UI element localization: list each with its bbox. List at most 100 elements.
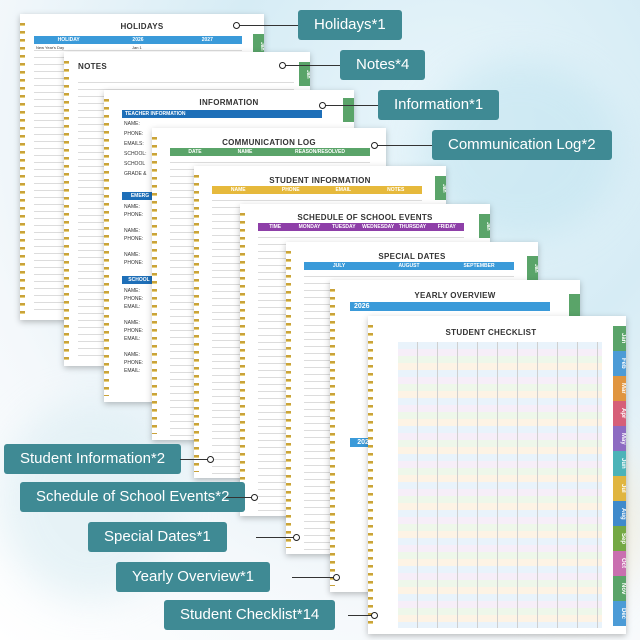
spiral-binding	[20, 20, 25, 314]
page-title: NOTES	[78, 62, 108, 71]
month-tab[interactable]: Sep	[613, 526, 626, 551]
section-header: TEACHER INFORMATION	[122, 110, 322, 118]
form-label: EMAIL:	[124, 368, 141, 374]
page-title: SCHEDULE OF SCHOOL EVENTS	[297, 213, 433, 222]
spiral-binding	[104, 96, 109, 396]
connector-line	[256, 537, 296, 538]
callout-student-information: Student Information*2	[4, 444, 182, 474]
callout-student-checklist: Student Checklist*14	[164, 600, 336, 630]
callout-dot	[207, 456, 214, 463]
callout-dot	[293, 534, 300, 541]
table-header: DATE NAME REASON/RESOLVED	[170, 148, 370, 156]
column-header: FRIDAY	[437, 224, 456, 230]
form-label: SCHOOL:	[124, 151, 147, 157]
table-header: HOLIDAY 2026 2027	[34, 36, 242, 44]
month-tab[interactable]: Jan	[613, 326, 626, 351]
form-label: NAME:	[124, 228, 140, 234]
month-tab[interactable]: Apr	[613, 401, 626, 426]
column-header: 2027	[201, 37, 213, 43]
column-header: WEDNESDAY	[362, 224, 395, 230]
page-title: SPECIAL DATES	[378, 252, 446, 261]
callout-dot	[371, 612, 378, 619]
month-tab: Jan	[253, 34, 264, 58]
column-header: AUGUST	[398, 263, 420, 269]
connector-line	[376, 145, 432, 146]
column-header: HOLIDAY	[57, 37, 80, 43]
column-header: TUESDAY	[332, 224, 356, 230]
form-label: NAME:	[124, 320, 140, 326]
spiral-binding	[368, 322, 373, 628]
page-title: COMMUNICATION LOG	[222, 138, 316, 147]
form-label: GRADE &	[124, 171, 147, 177]
month-tab	[569, 294, 580, 318]
month-tab[interactable]: Dec	[613, 601, 626, 626]
column-header: NAME	[237, 149, 253, 155]
callout-communication-log: Communication Log*2	[432, 130, 612, 160]
form-label: PHONE:	[124, 328, 144, 334]
form-label: EMAIL:	[124, 304, 141, 310]
table-header: NAME PHONE EMAIL NOTES	[212, 186, 422, 194]
column-header: THURSDAY	[398, 224, 427, 230]
form-label: PHONE:	[124, 131, 144, 137]
section-header: SCHOOL	[122, 276, 156, 284]
form-label: NAME:	[124, 204, 140, 210]
connector-line	[292, 577, 336, 578]
form-label: PHONE:	[124, 296, 144, 302]
month-tab[interactable]: Nov	[613, 576, 626, 601]
spiral-binding	[240, 210, 245, 510]
month-tab[interactable]: Mar	[613, 376, 626, 401]
month-tab[interactable]: May	[613, 426, 626, 451]
form-label: NAME:	[124, 288, 140, 294]
form-label: EMAIL:	[124, 336, 141, 342]
callout-special-dates: Special Dates*1	[88, 522, 227, 552]
form-label: SCHOOL	[124, 161, 146, 167]
page-title: YEARLY OVERVIEW	[414, 291, 496, 300]
callout-yearly-overview: Yearly Overview*1	[116, 562, 270, 592]
connector-line	[324, 105, 378, 106]
year-label: 2027	[357, 439, 373, 446]
section-header: EMERG	[122, 192, 158, 200]
connector-line	[238, 25, 298, 26]
spiral-binding	[286, 248, 291, 548]
column-header: PHONE	[281, 187, 300, 193]
month-tab[interactable]: Feb	[613, 351, 626, 376]
month-tab[interactable]: Oct	[613, 551, 626, 576]
page-title: STUDENT INFORMATION	[269, 176, 371, 185]
column-header: DATE	[188, 149, 202, 155]
callout-notes: Notes*4	[340, 50, 426, 80]
year-label: 2026	[354, 303, 370, 310]
month-tab[interactable]: Jul	[613, 476, 626, 501]
year-banner: 2026	[350, 302, 550, 311]
form-label: PHONE:	[124, 212, 144, 218]
connector-line	[180, 459, 210, 460]
month-tab[interactable]: Aug	[613, 501, 626, 526]
form-label: NAME:	[124, 121, 140, 127]
callout-dot	[333, 574, 340, 581]
month-tab: Jan	[299, 62, 310, 86]
month-tab[interactable]: Jun	[613, 451, 626, 476]
spiral-binding	[330, 286, 335, 586]
callout-dot	[279, 62, 286, 69]
callout-dot	[371, 142, 378, 149]
connector-line	[348, 615, 374, 616]
month-tab: Jan	[479, 214, 490, 238]
column-header: JULY	[332, 263, 346, 269]
connector-line	[226, 497, 254, 498]
callout-schedule-events: Schedule of School Events*2	[20, 482, 246, 512]
callout-dot	[319, 102, 326, 109]
form-label: PHONE:	[124, 260, 144, 266]
spiral-binding	[64, 58, 69, 360]
table-header: JULY AUGUST SEPTEMBER	[304, 262, 514, 270]
callout-dot	[233, 22, 240, 29]
section-title: EMERG	[130, 193, 150, 199]
month-tab-strip: Jan Feb Mar Apr May Jun Jul Aug Sep Oct …	[613, 326, 626, 626]
month-tab: Jan	[527, 256, 538, 280]
checklist-grid	[398, 342, 602, 628]
section-title: TEACHER INFORMATION	[125, 111, 186, 117]
column-header: TIME	[269, 224, 282, 230]
page-title: HOLIDAYS	[120, 22, 164, 31]
form-label: PHONE:	[124, 236, 144, 242]
student-checklist-page: STUDENT CHECKLIST Jan Feb Mar Apr May Ju…	[368, 316, 626, 634]
page-title: INFORMATION	[199, 98, 259, 107]
form-label: NAME:	[124, 252, 140, 258]
